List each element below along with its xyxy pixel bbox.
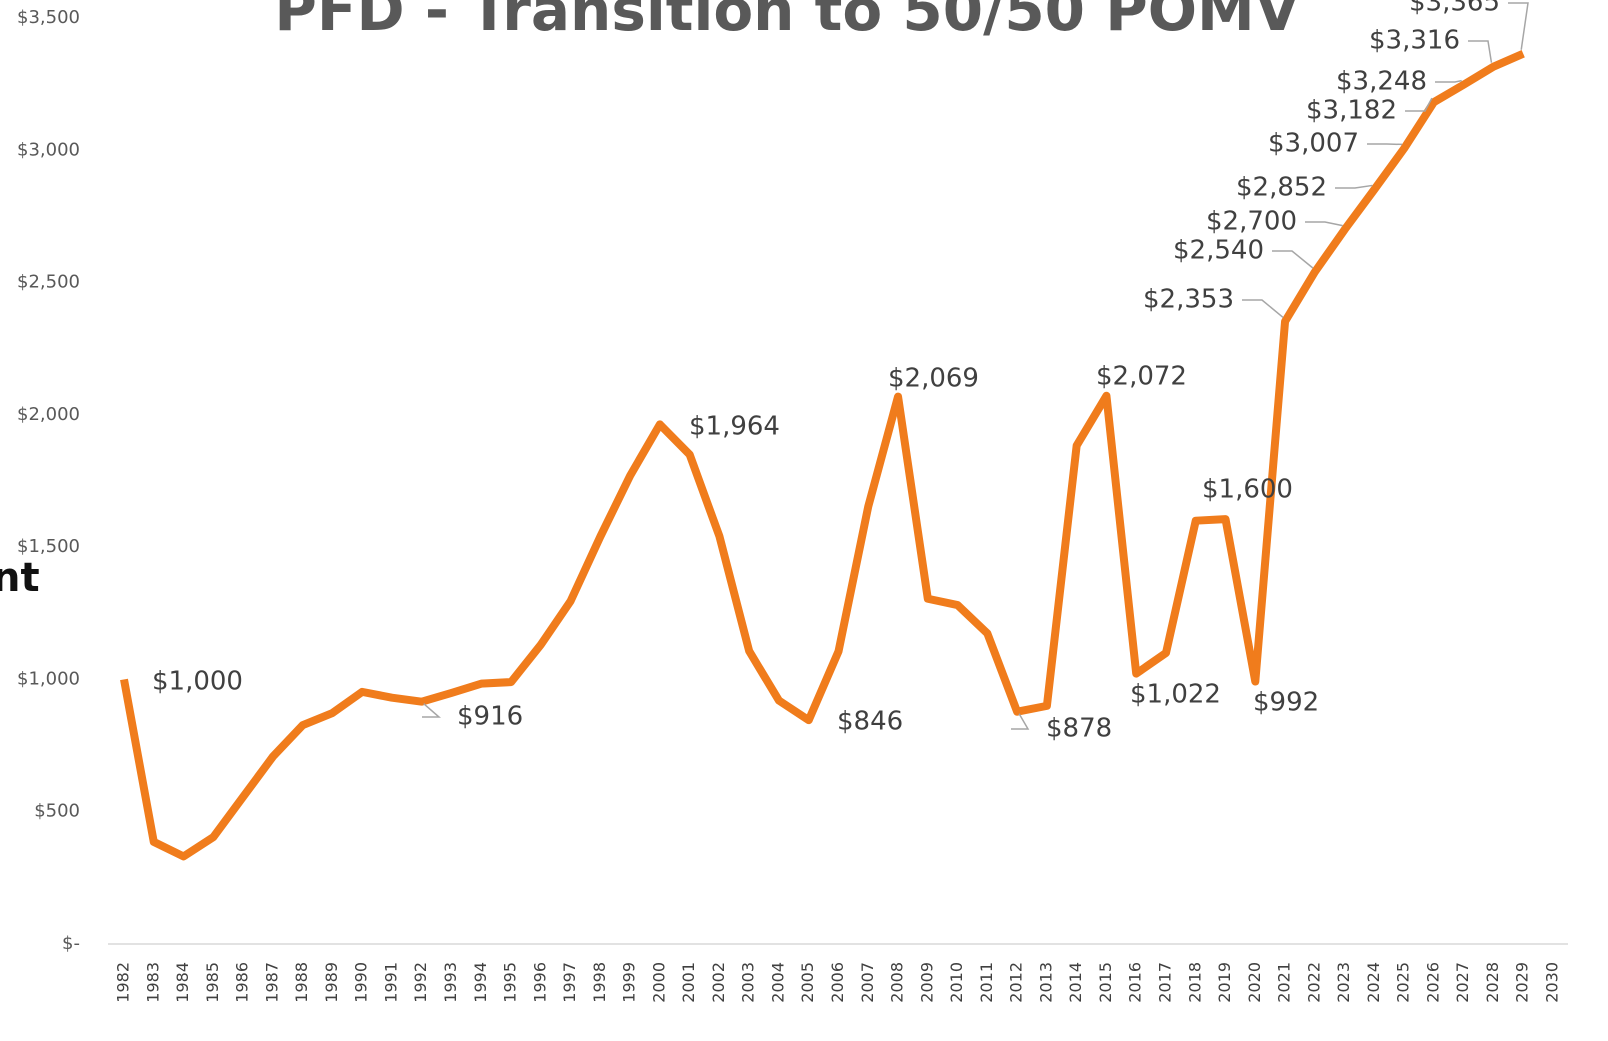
x-tick-label: 2014 [1066, 962, 1085, 1003]
x-tick-label: 2021 [1275, 962, 1294, 1003]
chart-title: PFD - Transition to 50/50 POMV [274, 0, 1299, 44]
x-tick-label: 1995 [501, 962, 520, 1003]
x-tick-label: 2007 [858, 962, 877, 1003]
x-tick-label: 1999 [620, 962, 639, 1003]
data-label: $846 [837, 707, 903, 737]
data-label: $1,000 [152, 667, 243, 697]
x-tick-label: 1989 [322, 962, 341, 1003]
x-tick-label: 1990 [352, 962, 371, 1003]
x-tick-label: 1998 [590, 962, 609, 1003]
annotation: nt [0, 555, 40, 601]
y-tick-label: $3,500 [17, 7, 80, 28]
x-tick-label: 2011 [977, 962, 996, 1003]
x-tick-label: 2023 [1334, 962, 1353, 1003]
label-connector [1272, 250, 1314, 269]
x-tick-label: 1993 [441, 962, 460, 1003]
data-label: $2,700 [1206, 207, 1297, 237]
x-tick-label: 1983 [143, 962, 162, 1003]
y-tick-label: $2,000 [17, 404, 80, 425]
x-tick-label: 2025 [1394, 962, 1413, 1003]
x-tick-label: 2016 [1126, 962, 1145, 1003]
x-tick-label: 2022 [1304, 962, 1323, 1003]
data-label: $916 [457, 702, 523, 732]
x-tick-label: 2018 [1185, 962, 1204, 1003]
data-label: $1,964 [689, 412, 780, 442]
x-tick-label: 1992 [411, 962, 430, 1003]
data-label: $2,072 [1096, 362, 1187, 392]
x-tick-label: 1986 [233, 962, 252, 1003]
x-tick-label: 1997 [560, 962, 579, 1003]
data-label: $2,069 [888, 364, 979, 394]
data-label: $1,022 [1130, 680, 1221, 710]
x-tick-label: 2027 [1453, 962, 1472, 1003]
x-tick-label: 2012 [1007, 962, 1026, 1003]
x-tick-label: 2030 [1543, 962, 1562, 1003]
x-tick-label: 2003 [739, 962, 758, 1003]
data-label: $3,248 [1336, 67, 1427, 97]
data-label: $3,182 [1306, 96, 1397, 126]
x-tick-label: 2010 [947, 962, 966, 1003]
label-connector [1468, 40, 1493, 63]
x-tick-label: 2004 [768, 962, 787, 1003]
data-label: $1,600 [1202, 475, 1293, 505]
x-tick-label: 1991 [381, 962, 400, 1003]
label-connector [1335, 184, 1373, 189]
data-line [120, 50, 1525, 861]
x-tick-label: 2024 [1364, 962, 1383, 1003]
y-tick-label: $1,500 [17, 536, 80, 557]
data-label: $878 [1046, 714, 1112, 744]
x-tick-label: 2020 [1245, 962, 1264, 1003]
label-connector [1011, 713, 1030, 730]
x-tick-label: 1987 [262, 962, 281, 1003]
y-tick-label: $- [62, 933, 80, 954]
label-connector [1508, 2, 1529, 50]
x-tick-label: 1982 [114, 962, 133, 1003]
x-tick-label: 1984 [173, 962, 192, 1003]
x-tick-label: 2000 [649, 962, 668, 1003]
x-tick-label: 2001 [679, 962, 698, 1003]
x-tick-label: 1985 [203, 962, 222, 1003]
x-tick-label: 2009 [917, 962, 936, 1003]
x-tick-label: 2013 [1036, 962, 1055, 1003]
label-connector [1405, 97, 1433, 112]
y-tick-label: $2,500 [17, 272, 80, 293]
data-label: $3,365 [1409, 0, 1500, 18]
x-tick-label: 1996 [530, 962, 549, 1003]
x-tick-label: 1988 [292, 962, 311, 1003]
x-tick-label: 2017 [1155, 962, 1174, 1003]
data-label: $3,316 [1369, 26, 1460, 56]
label-connector [1435, 79, 1462, 83]
data-label: $2,353 [1143, 285, 1234, 315]
x-tick-label: 2015 [1096, 962, 1115, 1003]
x-tick-label: 2019 [1215, 962, 1234, 1003]
y-tick-label: $1,000 [17, 668, 80, 689]
x-tick-label: 2028 [1483, 962, 1502, 1003]
x-tick-label: 2008 [888, 962, 907, 1003]
data-label: $3,007 [1268, 129, 1359, 159]
label-connector [1305, 221, 1343, 227]
x-tick-label: 2005 [798, 962, 817, 1003]
y-tick-label: $500 [34, 801, 80, 822]
data-label: $992 [1253, 688, 1319, 718]
label-connector [422, 703, 441, 718]
x-tick-label: 2026 [1423, 962, 1442, 1003]
x-tick-label: 2029 [1513, 962, 1532, 1003]
data-label: $2,540 [1173, 236, 1264, 266]
data-label: $2,852 [1236, 173, 1327, 203]
x-tick-label: 2006 [828, 962, 847, 1003]
x-tick-label: 1994 [471, 962, 490, 1003]
y-tick-label: $3,000 [17, 139, 80, 160]
x-tick-label: 2002 [709, 962, 728, 1003]
label-connector [1242, 299, 1284, 319]
